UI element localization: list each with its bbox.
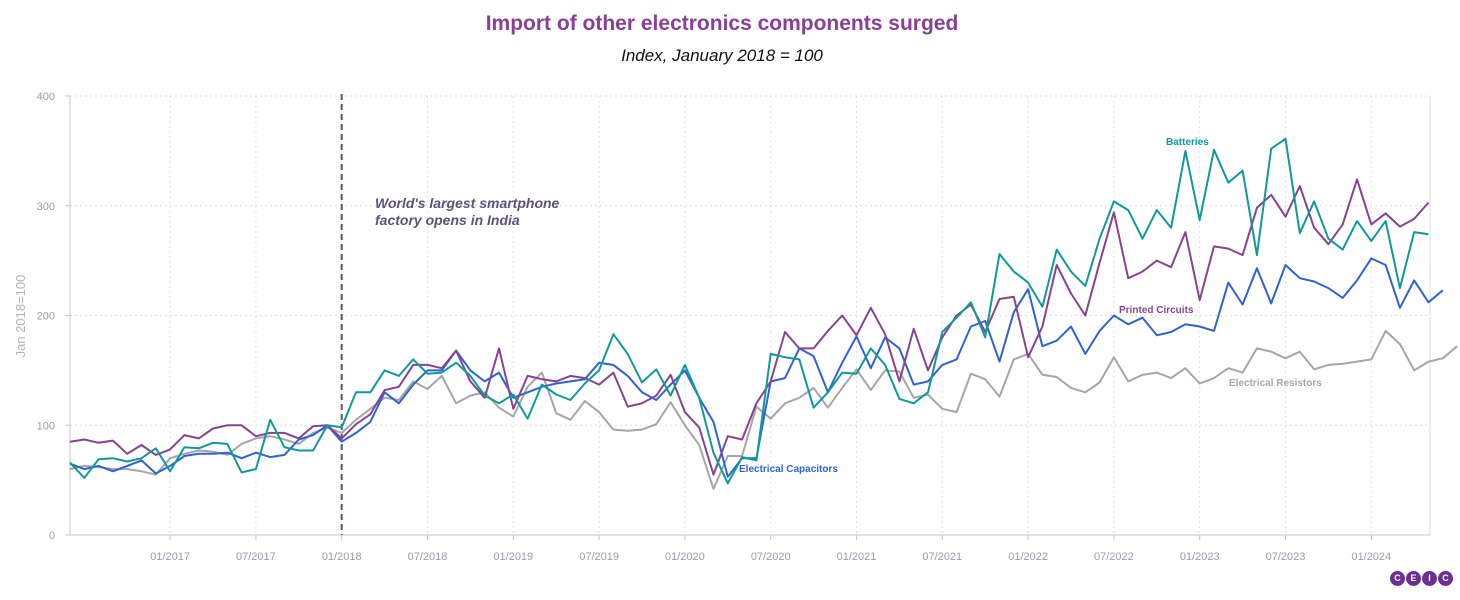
x-tick-label: 07/2022 [1094,551,1134,563]
x-tick-label: 07/2021 [922,551,962,563]
logo-letter: C [1390,571,1405,586]
x-tick-label: 01/2022 [1008,551,1048,563]
x-tick-label: 01/2023 [1180,551,1220,563]
y-tick-label: 400 [37,91,55,103]
series-label-batteries: Batteries [1166,137,1209,148]
x-tick-label: 07/2019 [579,551,619,563]
logo-letter: C [1438,571,1453,586]
x-tick-label: 07/2017 [236,551,276,563]
series-label-printed-circuits: Printed Circuits [1119,305,1194,316]
ceic-logo: C E I C [1390,571,1453,586]
series-label-electrical-capacitors: Electrical Capacitors [739,464,838,475]
series-label-electrical-resistors: Electrical Resistors [1229,378,1322,389]
x-tick-label: 01/2018 [322,551,362,563]
y-axis-label: Jan 2018=100 [13,275,28,358]
y-ticks: 0 100 200 300 400 [37,91,55,542]
series-line-printed-circuits [69,178,1430,476]
logo-letter: E [1406,571,1421,586]
x-tick-label: 01/2020 [665,551,705,563]
x-tick-label: 01/2017 [150,551,190,563]
x-tick-label: 07/2020 [751,551,791,563]
y-tick-label: 0 [49,530,55,542]
series-line-electrical-capacitors [69,257,1444,478]
axes [65,95,1431,536]
annotation-line-2: factory opens in India [375,212,520,228]
y-tick-label: 300 [37,201,55,213]
x-ticks: 01/2017 07/2017 01/2018 07/2018 01/2019 07/20… [150,535,1391,563]
x-tick-label: 01/2019 [493,551,533,563]
grid [70,95,1430,535]
x-tick-label: 01/2021 [837,551,877,563]
y-tick-label: 200 [37,311,55,323]
annotation-line-1: World's largest smartphone [375,195,560,211]
series-line-batteries [69,137,1429,485]
x-tick-label: 07/2023 [1266,551,1306,563]
chart-title: Import of other electronics components s… [485,12,959,35]
x-tick-label: 07/2018 [408,551,448,563]
series-lines [69,137,1458,490]
y-tick-label: 100 [37,420,55,432]
x-tick-label: 01/2024 [1351,551,1391,563]
logo-letter: I [1422,571,1437,586]
chart-subtitle: Index, January 2018 = 100 [621,46,823,65]
